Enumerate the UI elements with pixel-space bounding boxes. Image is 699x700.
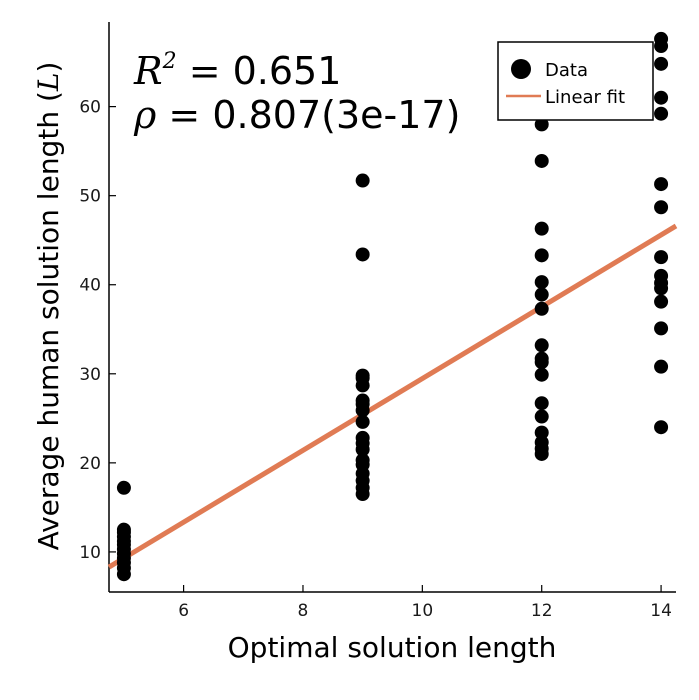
y-tick-label: 40 bbox=[79, 276, 101, 296]
y-tick-label: 20 bbox=[79, 454, 101, 474]
legend-label-fit: Linear fit bbox=[545, 87, 625, 108]
y-tick-label: 50 bbox=[79, 187, 101, 207]
y-tick-label: 10 bbox=[79, 543, 101, 563]
data-point bbox=[534, 221, 549, 236]
data-point bbox=[654, 420, 669, 435]
data-point bbox=[654, 90, 669, 105]
data-point bbox=[654, 250, 669, 265]
y-axis-title: Average human solution length (L) bbox=[32, 62, 65, 551]
y-axis-title-symbol: L bbox=[32, 73, 65, 93]
data-point bbox=[654, 177, 669, 192]
legend: Data Linear fit bbox=[497, 41, 654, 121]
rho-equals: = bbox=[156, 93, 212, 137]
y-axis-title-text: Average human solution length ( bbox=[32, 91, 65, 550]
data-point bbox=[654, 106, 669, 121]
data-point bbox=[534, 396, 549, 411]
r2-exponent: 2 bbox=[162, 49, 177, 74]
rho-symbol: ρ bbox=[133, 93, 157, 137]
x-ticks: 6 8 10 12 14 bbox=[178, 585, 672, 621]
data-point bbox=[534, 367, 549, 382]
data-point bbox=[534, 153, 549, 168]
data-point bbox=[355, 453, 370, 468]
y-tick-label: 60 bbox=[79, 98, 101, 118]
y-ticks: 10 20 30 40 50 60 bbox=[79, 98, 116, 563]
annotation: R2 = 0.651 ρ = 0.807(3e-17) bbox=[133, 49, 460, 137]
data-point bbox=[534, 435, 549, 450]
data-point bbox=[654, 200, 669, 215]
rho-annotation: ρ = 0.807(3e-17) bbox=[133, 93, 460, 137]
data-point bbox=[355, 393, 370, 408]
data-point bbox=[534, 425, 549, 440]
data-point bbox=[534, 338, 549, 353]
y-tick-label: 30 bbox=[79, 365, 101, 385]
legend-label-data: Data bbox=[545, 60, 588, 81]
data-point bbox=[116, 522, 131, 537]
x-tick-label: 6 bbox=[178, 601, 189, 621]
r2-symbol: R bbox=[133, 49, 163, 93]
data-point bbox=[355, 414, 370, 429]
y-axis-title-close: ) bbox=[32, 62, 65, 73]
r2-value: 0.651 bbox=[233, 49, 342, 93]
data-point bbox=[355, 368, 370, 383]
x-tick-label: 12 bbox=[531, 601, 553, 621]
data-point bbox=[534, 301, 549, 316]
rho-value: 0.807(3e-17) bbox=[212, 93, 460, 137]
x-axis-title: Optimal solution length bbox=[228, 631, 557, 664]
axes bbox=[108, 22, 676, 593]
data-point bbox=[534, 351, 549, 366]
data-point bbox=[534, 248, 549, 263]
linear-fit-line bbox=[107, 223, 678, 570]
data-point bbox=[355, 173, 370, 188]
r2-equals: = bbox=[177, 49, 233, 93]
data-point bbox=[355, 430, 370, 445]
x-tick-label: 14 bbox=[650, 601, 672, 621]
x-tick-label: 8 bbox=[298, 601, 309, 621]
legend-marker-data bbox=[511, 59, 531, 79]
data-point bbox=[654, 268, 669, 283]
data-point bbox=[534, 287, 549, 302]
data-point bbox=[534, 275, 549, 290]
data-point bbox=[654, 56, 669, 71]
data-point bbox=[654, 321, 669, 336]
r2-annotation: R2 = 0.651 bbox=[133, 49, 341, 93]
fit-layer bbox=[107, 223, 678, 570]
points-layer bbox=[116, 31, 669, 582]
data-point bbox=[116, 480, 131, 495]
x-tick-label: 10 bbox=[412, 601, 434, 621]
data-point bbox=[654, 359, 669, 374]
data-point bbox=[654, 294, 669, 309]
data-point bbox=[534, 117, 549, 132]
legend-box bbox=[497, 41, 654, 121]
data-point bbox=[534, 409, 549, 424]
data-point bbox=[355, 247, 370, 262]
data-point bbox=[654, 31, 669, 46]
